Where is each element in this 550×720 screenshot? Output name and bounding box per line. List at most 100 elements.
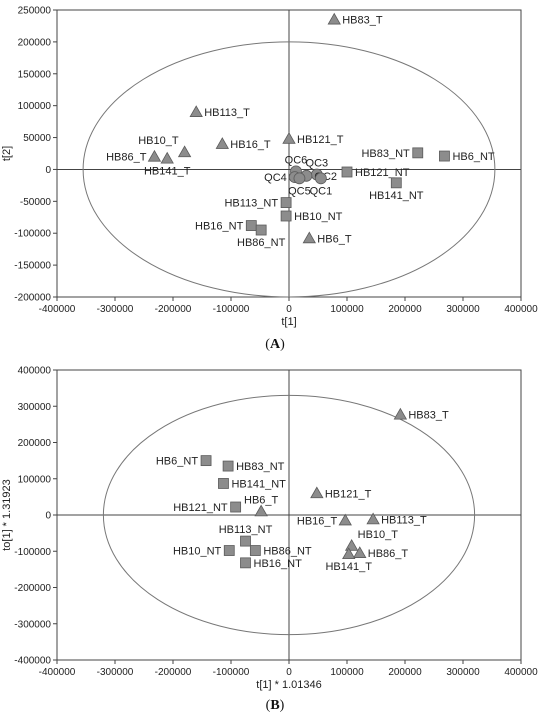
score-plot-b: -400000 -300000 -200000 -100000 0 100000 20000…	[0, 362, 550, 692]
plot-b-y-axis-label: to[1] * 1.31923	[1, 479, 13, 551]
plot-a-point-hb121-nt-label: HB121_NT	[355, 167, 410, 179]
plot-a-point-hb86-nt-label: HB86_NT	[237, 237, 286, 249]
plot-b-point-hb121-t-triangle-marker	[310, 486, 324, 499]
panel-a-caption: (A)	[0, 337, 550, 353]
plot-a-point-hb113-t-label: HB113_T	[204, 107, 250, 119]
plot-a-point-hb86-nt-square-marker	[255, 224, 267, 236]
plot-b-x-tick-label: 400000	[504, 667, 538, 678]
plot-a-x-axis-label: t[1]	[281, 316, 296, 328]
plot-b-point-hb86-t-triangle-marker	[353, 546, 367, 558]
plot-b-point-hb6-nt-square-marker	[200, 455, 212, 467]
plot-b-point-hb16-nt-label: HB16_NT	[254, 558, 303, 570]
plot-b-y-tick-label: -400000	[14, 656, 51, 667]
plot-a-point-qc6-label: QC6	[285, 154, 308, 166]
plot-b-point-hb6-nt-label: HB6_NT	[156, 456, 198, 468]
plot-b-y-tick-label: 400000	[18, 366, 52, 377]
plot-a-point-hb83-nt-label: HB83_NT	[361, 148, 410, 160]
plot-a-point-hb16-t-triangle-marker	[215, 137, 229, 149]
caption-b-letter: B	[270, 698, 280, 713]
plot-b-point-hb121-nt-square-marker	[230, 501, 242, 513]
plot-b-point-hb86-nt-square-marker	[249, 545, 261, 556]
plot-b-y-tick-label: -300000	[14, 619, 51, 630]
plot-a-point-hb113-nt-label: HB113_NT	[224, 198, 278, 210]
score-plot-a: -400000 -300000 -200000 -100000 0 100000 20000…	[0, 0, 550, 330]
plot-a-point-hb10-nt-label: HB10_NT	[294, 211, 343, 223]
plot-a-point-hb10-nt-square-marker	[280, 210, 292, 222]
plot-a-point-hb113-t-triangle-marker	[189, 105, 203, 117]
plot-b-point-hb86-t-label: HB86_T	[368, 548, 409, 560]
plot-a-point-hb83-t-label: HB83_T	[342, 15, 383, 27]
plot-a-point-hb86-t-label: HB86_T	[106, 152, 147, 164]
caption-a-close: )	[280, 337, 285, 352]
plot-a-y-tick-label: 50000	[23, 133, 51, 144]
plot-a-point-hb16-nt-label: HB16_NT	[195, 221, 244, 233]
plot-a-y-tick-label: -150000	[14, 261, 51, 272]
plot-a-x-tick-label: 400000	[504, 304, 538, 315]
plot-b-point-hb141-nt-square-marker	[218, 478, 229, 489]
plot-b-point-hb113-nt-square-marker	[240, 535, 251, 547]
plot-b-point-hb16-nt-square-marker	[240, 557, 251, 569]
plot-a-y-tick-label: 0	[45, 165, 51, 176]
plot-a-y-tick-label: -200000	[14, 293, 51, 304]
plot-a-y-tick-label: 100000	[18, 101, 52, 112]
plot-a-y-tick-label: -100000	[14, 229, 51, 240]
plot-b-point-hb113-t-triangle-marker	[366, 512, 380, 525]
plot-a-point-hb121-t-label: HB121_T	[297, 134, 344, 146]
plot-b-hotelling-ellipse	[102, 394, 476, 636]
plot-a-x-tick-label: -300000	[97, 304, 134, 315]
plot-b-point-hb83-t-label: HB83_T	[408, 410, 449, 422]
score-plot-a-svg: -400000 -300000 -200000 -100000 0 100000 20000…	[1, 6, 538, 329]
plot-a-y-tick-label: 150000	[18, 69, 52, 80]
score-plot-b-svg: -400000 -300000 -200000 -100000 0 100000 20000…	[1, 366, 538, 692]
plot-b-point-hb16-t-triangle-marker	[338, 513, 352, 526]
plot-b-point-hb16-t-label: HB16_T	[297, 515, 338, 527]
plot-b-point-hb141-t-label: HB141_T	[325, 561, 372, 573]
plot-a-point-hb141-t-label: HB141_T	[144, 166, 191, 178]
plot-a-point-hb16-t-label: HB16_T	[230, 139, 271, 151]
plot-a-point-hb6-nt-label: HB6_NT	[452, 151, 494, 163]
plot-b-point-hb10-nt-square-marker	[223, 545, 235, 556]
plot-b-x-tick-label: 100000	[330, 667, 364, 678]
plot-a-point-hb121-nt-square-marker	[341, 166, 353, 178]
plot-b-point-hb86-nt-label: HB86_NT	[263, 546, 312, 558]
plot-b-y-tick-label: 300000	[18, 402, 52, 413]
plot-a-x-tick-label: 100000	[330, 304, 364, 315]
plot-b-point-hb83-nt-label: HB83_NT	[236, 461, 285, 473]
plot-a-point-qc4-label: QC4	[264, 172, 287, 184]
plot-a-y-tick-label: -50000	[20, 197, 52, 208]
plot-a-x-tick-label: -400000	[39, 304, 76, 315]
plot-b-x-axis-label: t[1] * 1.01346	[256, 679, 321, 691]
plot-b-y-tick-label: 0	[45, 511, 51, 522]
plot-b-x-tick-label: -100000	[213, 667, 250, 678]
plot-a-point-hb16-nt-square-marker	[245, 220, 257, 231]
plot-b-x-tick-label: -400000	[39, 667, 76, 678]
plot-a-point-hb86-t-triangle-marker	[147, 149, 162, 162]
caption-b-close: )	[279, 698, 285, 713]
plot-b-point-hb10-t-label: HB10_T	[358, 529, 399, 541]
plot-b-y-tick-label: -200000	[14, 583, 51, 594]
plot-b-y-tick-label: -100000	[14, 547, 51, 558]
plot-a-point-qc1-circle-marker	[314, 172, 327, 185]
plot-a-point-hb6-t-label: HB6_T	[317, 233, 352, 245]
plot-a-point-qc5-circle-marker	[293, 172, 306, 185]
plot-a-point-hb141-nt-square-marker	[390, 177, 402, 189]
plot-b-y-tick-label: 100000	[18, 474, 52, 485]
plot-b-x-tick-label: 300000	[446, 667, 480, 678]
plot-a-x-tick-label: 300000	[446, 304, 480, 315]
plot-b-point-hb121-nt-label: HB121_NT	[173, 502, 228, 514]
plot-b-point-hb83-t-triangle-marker	[393, 407, 408, 420]
caption-b-open: (	[265, 698, 271, 713]
plot-a-x-tick-label: -200000	[155, 304, 192, 315]
plot-a-point-hb113-nt-square-marker	[280, 197, 292, 209]
caption-a-letter: A	[269, 337, 281, 352]
plot-b-point-hb141-nt-label: HB141_NT	[231, 478, 286, 490]
plot-a-point-hb6-t-triangle-marker	[302, 231, 316, 244]
plot-b-point-hb10-t-triangle-marker	[344, 539, 359, 551]
plot-a-point-hb6-nt-square-marker	[439, 150, 450, 162]
plot-b-x-tick-label: 200000	[388, 667, 422, 678]
plot-a-x-tick-label: 0	[286, 304, 292, 315]
plot-a-x-tick-label: -100000	[213, 304, 250, 315]
plot-b-point-hb121-t-label: HB121_T	[325, 488, 372, 500]
caption-a-open: (	[265, 337, 270, 352]
plot-a-y-tick-label: 250000	[18, 6, 52, 17]
